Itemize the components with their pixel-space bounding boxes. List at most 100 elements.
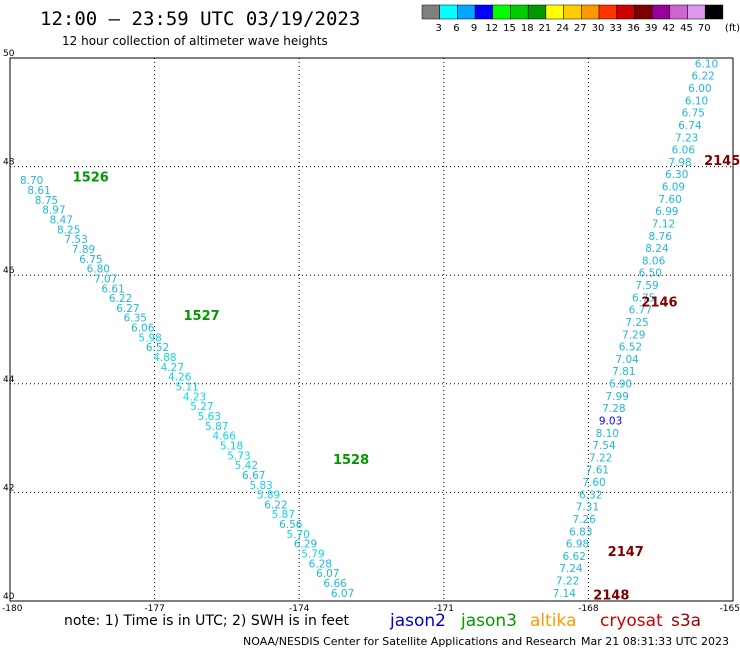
wave-height-value: 6.77 [629,305,652,317]
wave-height-value: 6.09 [662,182,685,194]
colorbar-swatch [510,4,529,20]
wave-height-value: 7.53 [64,234,87,246]
y-axis-ticks: 40 42 44 46 48 50 [3,49,15,602]
wave-height-value: 6.10 [685,95,708,107]
wave-height-value: 4.26 [168,372,192,384]
colorbar-swatch [669,4,688,20]
pass-time-labels: 1526 1527 1528 2145 2146 2147 2148 [73,154,740,603]
wave-height-value: 6.07 [331,588,354,600]
wave-height-value: 7.04 [615,354,639,366]
x-axis-ticks: -180 -177 -174 -171 -168 -165 [2,604,740,614]
colorbar-label: 21 [539,23,552,34]
colorbar-label: 6 [453,23,459,34]
wave-height-value: 7.26 [572,514,596,526]
wave-height-value: 8.76 [649,231,673,243]
satellite-legend-item: altika [530,611,577,631]
wave-height-value: 6.74 [678,120,702,132]
wave-height-value: 6.75 [632,292,655,304]
wave-height-value: 6.32 [579,489,602,501]
wave-height-value: 6.56 [279,519,303,531]
wave-height-value: 4.27 [161,362,184,374]
wave-height-value: 5.42 [235,460,258,472]
wave-height-value: 6.10 [695,58,718,70]
x-tick-label: -177 [144,604,164,614]
wave-height-value: 7.98 [668,157,691,169]
colorbar-label: 18 [521,23,534,34]
wave-height-value: 5.11 [175,382,198,394]
pass-time-label: 1528 [333,453,369,468]
plot-frame [9,57,734,602]
satellite-legend-item: s3a [671,611,701,631]
colorbar-label: 36 [627,23,640,34]
footer-timestamp: Mar 21 08:31:33 UTC 2023 [581,635,729,648]
wave-height-points: 8.708.618.758.978.478.257.537.896.756.80… [20,58,718,599]
y-tick-label: 40 [3,592,15,602]
footer-credit: NOAA/NESDIS Center for Satellite Applica… [243,635,576,648]
wave-height-value: 5.83 [249,480,272,492]
wave-height-value: 4.66 [212,431,236,443]
y-tick-label: 46 [3,266,15,276]
wave-height-value: 4.88 [153,352,176,364]
wave-height-value: 6.07 [316,568,339,580]
colorbar-label: 3 [436,23,442,34]
wave-height-value: 6.06 [131,323,155,335]
satellite-legend-item: cryosat [600,611,663,631]
y-tick-label: 48 [3,158,15,168]
colorbar-swatch [474,4,494,20]
colorbar-swatch [634,4,653,20]
y-tick-label: 50 [3,49,15,59]
colorbar-swatch [545,4,564,20]
wave-height-value: 5.63 [198,411,221,423]
wave-height-value: 7.28 [602,403,625,415]
wave-height-value: 6.62 [563,551,586,563]
wave-height-value: 6.75 [682,108,705,120]
satellite-legend-item: jason2 [389,611,446,631]
wave-height-value: 6.83 [569,526,592,538]
colorbar-swatch [527,4,547,20]
wave-height-value: 6.27 [116,303,139,315]
colorbar-label: 70 [698,23,711,34]
wave-height-value: 7.14 [553,588,577,600]
wave-height-value: 6.90 [609,379,632,391]
pass-time-label: 1527 [184,309,220,324]
colorbar-swatch [704,4,724,20]
wave-height-value: 7.07 [94,273,117,285]
wave-height-value: 6.22 [109,293,132,305]
colorbar-swatch [457,4,476,20]
wave-height-value: 5.98 [138,332,161,344]
colorbar-swatch [687,4,706,20]
colorbar-label: 27 [574,23,587,34]
wave-height-value: 7.22 [556,576,579,588]
pass-time-label: 1526 [73,170,109,185]
colorbar-swatch [563,4,582,20]
colorbar-swatch [439,4,458,20]
colorbar-swatch [421,4,440,20]
wave-height-value: 6.22 [264,499,287,511]
wave-height-value: 5.79 [301,549,324,561]
wave-height-value: 7.59 [635,280,658,292]
wave-height-value: 6.00 [688,83,711,95]
pass-time-label: 2147 [608,545,644,560]
wave-height-value: 7.12 [652,218,675,230]
wave-height-value: 6.67 [242,470,265,482]
wave-height-value: 7.89 [72,244,95,256]
wave-height-value: 7.31 [576,502,599,514]
wave-height-value: 5.18 [220,440,243,452]
colorbar-label: 45 [680,23,693,34]
wave-height-value: 6.98 [566,539,589,551]
wave-height-value: 6.35 [124,313,147,325]
wave-height-value: 7.61 [586,465,609,477]
colorbar-label: 24 [556,23,569,34]
wave-height-value: 5.27 [190,401,213,413]
x-tick-label: -168 [578,604,599,614]
wave-height-value: 8.97 [42,205,65,217]
wave-height-value: 6.22 [691,71,714,83]
wave-height-value: 8.47 [50,214,73,226]
colorbar-swatch [492,4,511,20]
wave-height-value: 6.99 [655,206,678,218]
colorbar-label: 9 [471,23,477,34]
colorbar-label: 30 [592,23,605,34]
wave-height-value: 6.66 [323,578,347,590]
wave-height-value: 8.10 [596,428,619,440]
legend-note: note: 1) Time is in UTC; 2) SWH is in fe… [64,613,350,629]
